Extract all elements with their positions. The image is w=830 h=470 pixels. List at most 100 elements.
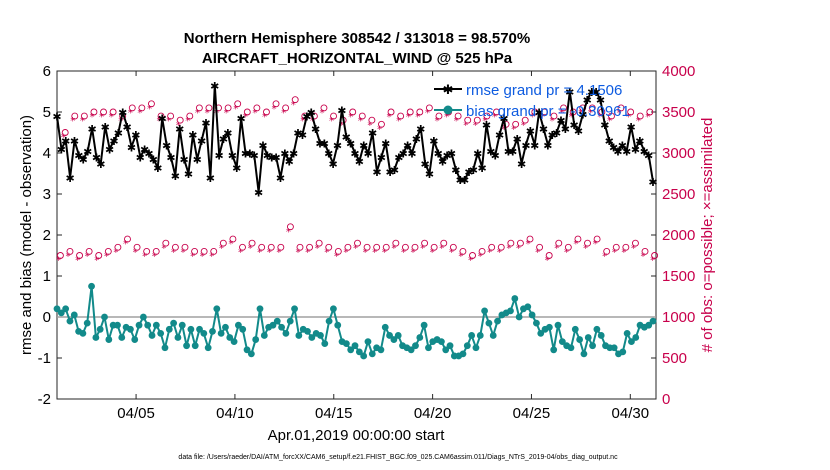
bias-point — [420, 321, 428, 329]
obs-assimilated-point: * — [248, 243, 253, 254]
bias-point — [278, 323, 285, 331]
obs-possible-point — [157, 112, 165, 120]
obs-assimilated-point: * — [152, 252, 157, 263]
rmse-point: ✱ — [565, 86, 574, 99]
rmse-point: ✱ — [263, 150, 272, 163]
bias-point — [204, 344, 212, 352]
obs-possible-point — [373, 243, 381, 251]
bias-point — [377, 346, 385, 354]
rmse-point: ✱ — [552, 127, 561, 140]
bias-point — [507, 307, 514, 315]
rmse-point: ✱ — [298, 129, 307, 142]
obs-possible-point — [507, 239, 515, 247]
bias-point — [148, 332, 156, 339]
obs-possible-point — [478, 247, 486, 255]
obs-assimilated-point: * — [70, 116, 75, 127]
bias-point — [273, 317, 281, 325]
obs-assimilated-point: * — [487, 247, 492, 258]
rmse-point: ✱ — [556, 115, 565, 128]
rmse-point: ✱ — [482, 119, 491, 132]
rmse-point: ✱ — [438, 156, 447, 169]
rmse-point: ✱ — [346, 137, 355, 150]
obs-possible-point — [263, 108, 270, 116]
rmse-point: ✱ — [473, 148, 482, 161]
obs-assimilated-point: * — [343, 247, 348, 258]
y-tick-label: 6 — [43, 63, 51, 80]
obs-possible-point — [401, 243, 409, 251]
y2-axis-label: # of obs: o=possible; ×=assimilated — [699, 118, 716, 353]
rmse-point: ✱ — [350, 148, 359, 161]
rmse-point: ✱ — [587, 86, 596, 99]
obs-assimilated-point: * — [190, 252, 195, 263]
rmse-point: ✱ — [416, 123, 425, 136]
rmse-point: ✱ — [412, 133, 421, 146]
rmse-point: ✱ — [70, 135, 79, 148]
obs-assimilated-point: * — [367, 120, 372, 131]
y2-tick-label: 1000 — [662, 309, 695, 326]
bias-point — [550, 346, 558, 354]
rmse-point: ✱ — [140, 143, 149, 156]
bias-point — [524, 303, 532, 311]
rmse-point: ✱ — [232, 162, 241, 175]
obs-possible-point — [469, 252, 476, 259]
obs-assimilated-point: * — [588, 108, 593, 119]
obs-assimilated-point: * — [286, 227, 291, 238]
bias-point — [476, 332, 484, 339]
bias-point — [152, 321, 160, 329]
rmse-point: ✱ — [364, 148, 373, 161]
rmse-point: ✱ — [311, 123, 320, 136]
obs-possible-point — [80, 112, 88, 120]
rmse-point: ✱ — [403, 139, 412, 152]
rmse-point: ✱ — [429, 135, 438, 148]
obs-assimilated-point: * — [243, 112, 248, 123]
rmse-point: ✱ — [407, 148, 416, 161]
rmse-point: ✱ — [447, 148, 456, 161]
y-tick-label: 5 — [43, 104, 51, 121]
rmse-point: ✱ — [521, 139, 530, 152]
rmse-point: ✱ — [530, 139, 539, 152]
rmse-point: ✱ — [289, 148, 298, 161]
y2-tick-label: 3000 — [662, 145, 695, 162]
obs-assimilated-point: * — [583, 243, 588, 254]
bias-point — [351, 342, 359, 350]
bias-point — [425, 344, 432, 352]
obs-assimilated-point: * — [85, 252, 90, 263]
bias-point — [247, 350, 255, 358]
bias-point — [628, 338, 635, 345]
bias-point — [131, 336, 139, 343]
obs-assimilated-point: * — [478, 252, 483, 263]
obs-assimilated-point: * — [621, 247, 626, 258]
y-tick-label: 3 — [43, 186, 51, 203]
bias-point — [364, 338, 372, 345]
legend-bias-marker — [443, 105, 453, 115]
bias-point — [291, 305, 298, 313]
obs-assimilated-point: * — [276, 247, 281, 258]
bias-point — [66, 317, 74, 325]
obs-assimilated-point: * — [267, 247, 272, 258]
rmse-point: ✱ — [635, 135, 644, 148]
rmse-point: ✱ — [377, 152, 386, 165]
bias-point — [114, 321, 121, 329]
obs-assimilated-point: * — [224, 108, 229, 119]
obs-possible-point — [205, 104, 213, 112]
obs-possible-point — [430, 243, 438, 251]
bias-point — [295, 332, 303, 339]
bias-point — [632, 334, 640, 341]
rmse-point: ✱ — [228, 150, 237, 163]
obs-possible-point — [291, 96, 299, 104]
obs-possible-point — [239, 243, 246, 251]
obs-assimilated-point: * — [339, 120, 344, 131]
bias-point — [83, 319, 91, 327]
rmse-point: ✱ — [285, 156, 294, 169]
rmse-point: ✱ — [495, 129, 504, 142]
obs-possible-point — [315, 239, 323, 247]
left-axis-ticks: -2 -1 0 1 2 3 4 5 6 — [38, 63, 62, 408]
y-tick-label: -2 — [38, 391, 51, 408]
obs-possible-point — [195, 104, 203, 112]
obs-possible-point — [550, 112, 558, 120]
bias-point — [468, 332, 476, 339]
bias-point — [135, 321, 143, 329]
rmse-point: ✱ — [631, 143, 640, 156]
obs-possible-point — [397, 112, 405, 120]
bias-point — [446, 342, 454, 350]
